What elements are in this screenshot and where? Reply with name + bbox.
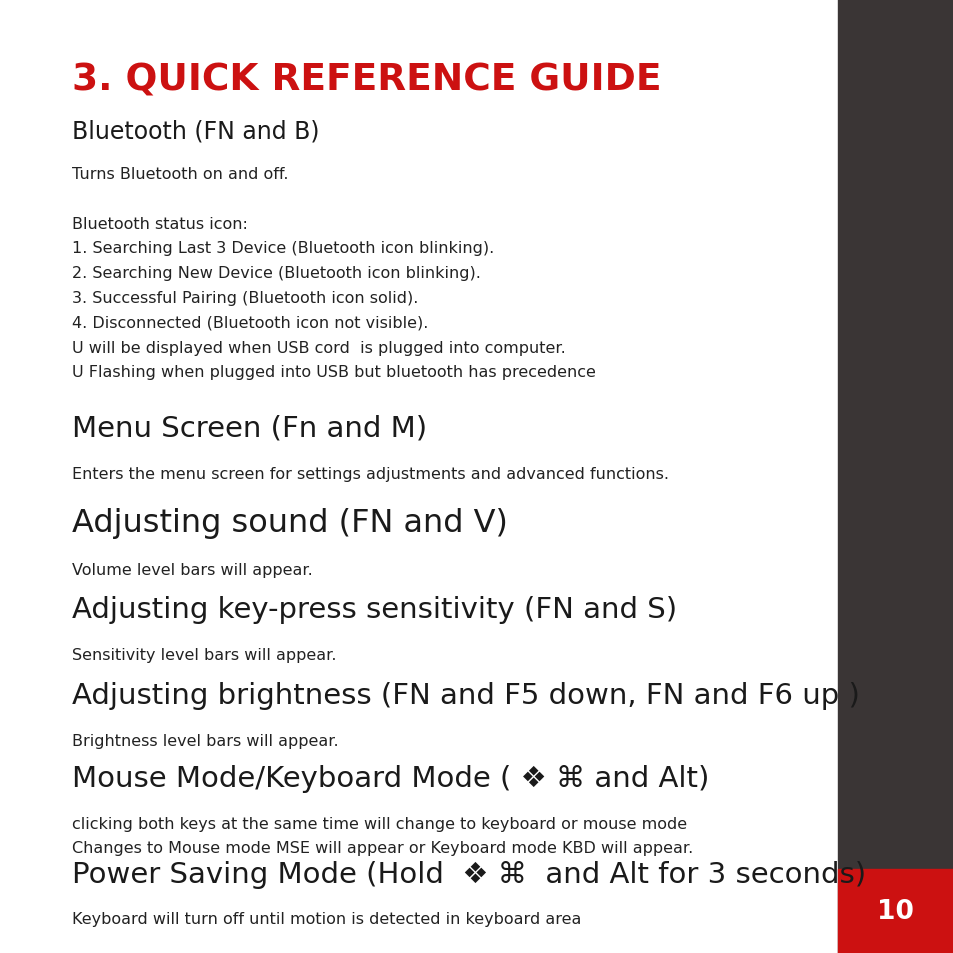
Text: Adjusting brightness (FN and F5 down, FN and F6 up ): Adjusting brightness (FN and F5 down, FN… [71,681,859,709]
Text: Changes to Mouse mode MSE will appear or Keyboard mode KBD will appear.: Changes to Mouse mode MSE will appear or… [71,841,692,856]
Text: 3. QUICK REFERENCE GUIDE: 3. QUICK REFERENCE GUIDE [71,62,660,98]
Text: U Flashing when plugged into USB but bluetooth has precedence: U Flashing when plugged into USB but blu… [71,365,595,380]
Text: Mouse Mode/Keyboard Mode ( ❖ ⌘ and Alt): Mouse Mode/Keyboard Mode ( ❖ ⌘ and Alt) [71,764,708,792]
Text: Bluetooth status icon:: Bluetooth status icon: [71,216,247,232]
Text: Adjusting key-press sensitivity (FN and S): Adjusting key-press sensitivity (FN and … [71,596,676,623]
Text: Keyboard will turn off until motion is detected in keyboard area: Keyboard will turn off until motion is d… [71,911,580,926]
Text: Power Saving Mode (Hold  ❖ ⌘  and Alt for 3 seconds): Power Saving Mode (Hold ❖ ⌘ and Alt for … [71,860,864,887]
Bar [837,0,953,953]
Text: Menu Screen (Fn and M): Menu Screen (Fn and M) [71,415,426,442]
Text: 3. Successful Pairing (Bluetooth icon solid).: 3. Successful Pairing (Bluetooth icon so… [71,291,417,306]
Text: U will be displayed when USB cord  is plugged into computer.: U will be displayed when USB cord is plu… [71,340,565,355]
Text: Sensitivity level bars will appear.: Sensitivity level bars will appear. [71,647,335,662]
Text: clicking both keys at the same time will change to keyboard or mouse mode: clicking both keys at the same time will… [71,816,686,831]
Text: 4. Disconnected (Bluetooth icon not visible).: 4. Disconnected (Bluetooth icon not visi… [71,315,428,331]
Text: Volume level bars will appear.: Volume level bars will appear. [71,562,312,578]
Text: 10: 10 [877,898,913,924]
Text: Enters the menu screen for settings adjustments and advanced functions.: Enters the menu screen for settings adju… [71,466,668,481]
Text: 1. Searching Last 3 Device (Bluetooth icon blinking).: 1. Searching Last 3 Device (Bluetooth ic… [71,241,494,256]
Text: 2. Searching New Device (Bluetooth icon blinking).: 2. Searching New Device (Bluetooth icon … [71,266,480,281]
Bar [837,869,953,953]
Text: Bluetooth (FN and B): Bluetooth (FN and B) [71,119,318,143]
Text: Adjusting sound (FN and V): Adjusting sound (FN and V) [71,507,507,537]
Text: Brightness level bars will appear.: Brightness level bars will appear. [71,733,337,748]
Text: Turns Bluetooth on and off.: Turns Bluetooth on and off. [71,167,288,182]
